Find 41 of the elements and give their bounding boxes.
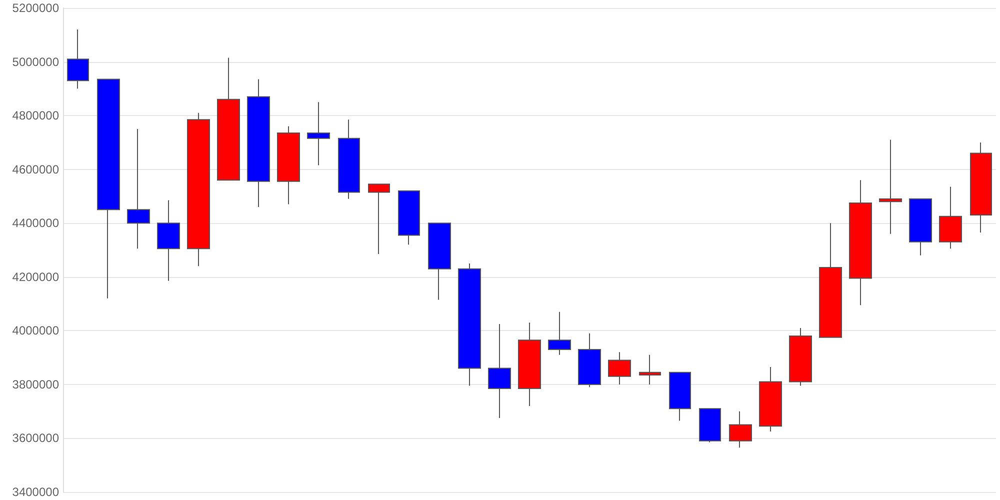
candlestick — [879, 139, 902, 234]
y-tick-label: 5000000 — [12, 54, 60, 69]
candlestick — [67, 29, 89, 90]
candlestick — [518, 322, 541, 406]
candlestick — [97, 78, 120, 299]
candlestick — [157, 200, 180, 282]
candlestick — [458, 262, 481, 386]
candlestick — [819, 222, 842, 338]
candlestick — [428, 222, 451, 300]
candlestick — [277, 126, 300, 205]
candlestick — [127, 128, 150, 250]
candlestick — [729, 410, 752, 448]
candlestick — [217, 57, 240, 181]
y-tick-label: 4000000 — [12, 324, 60, 338]
candlestick — [398, 190, 420, 246]
y-tick-label: 3600000 — [12, 431, 60, 446]
y-tick-label: 4800000 — [12, 108, 60, 123]
candlestick — [639, 354, 661, 385]
candlestick — [338, 119, 360, 200]
candlestick — [247, 78, 270, 208]
candlestick — [699, 408, 721, 443]
candlestick — [939, 186, 962, 250]
candlestick — [368, 184, 390, 255]
candlestick — [970, 142, 992, 234]
candlestick — [548, 311, 571, 356]
y-tick-label: 4600000 — [12, 162, 60, 176]
y-tick-label: 5200000 — [12, 1, 60, 15]
y-tick-label: 4200000 — [12, 270, 60, 284]
candlestick — [608, 352, 631, 385]
candlestick — [578, 332, 601, 388]
y-tick-label: 3800000 — [12, 377, 60, 392]
candlestick — [849, 180, 872, 306]
candlestick — [669, 372, 691, 422]
y-tick-label: 4400000 — [12, 216, 60, 230]
candlestick — [307, 102, 330, 166]
candlestick — [187, 112, 210, 267]
candlestick — [759, 366, 782, 432]
candlestick — [909, 198, 932, 256]
y-tick-label: 3400000 — [12, 485, 60, 499]
candlestick — [488, 323, 511, 419]
candlestick — [789, 327, 812, 386]
